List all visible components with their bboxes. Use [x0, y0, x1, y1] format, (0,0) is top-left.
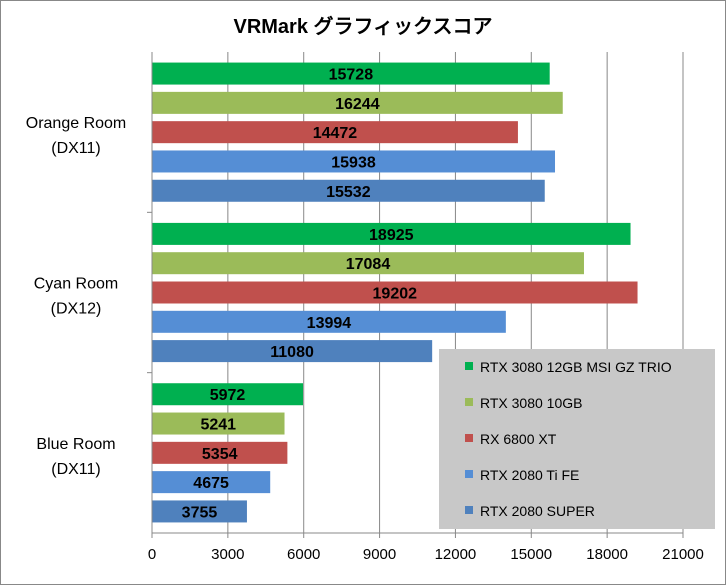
- bar: [152, 340, 433, 363]
- axes: 0 3000 6000 9000 12000 15000 18000 21000 Orange …: [26, 52, 704, 563]
- legend-entry: RTX 3080 10GB: [480, 395, 582, 411]
- bar: [152, 281, 638, 304]
- legend: RTX 3080 12GB MSI GZ TRIO RTX 3080 10GB RX…: [439, 349, 715, 529]
- category-label-line2: (DX11): [51, 461, 101, 478]
- bar: [152, 222, 631, 245]
- category-label-line2: (DX12): [51, 301, 102, 318]
- bar: [152, 383, 304, 406]
- chart-title: VRMark グラフィックスコア: [233, 14, 492, 38]
- bar-value-label: 15532: [326, 184, 371, 201]
- bar: [152, 500, 247, 523]
- legend-entry: RTX 2080 SUPER: [480, 503, 595, 519]
- x-tick-label: 12000: [435, 546, 477, 563]
- bar-value-label: 5972: [210, 387, 246, 404]
- legend-swatch: [465, 362, 473, 370]
- x-tick-label: 0: [148, 546, 156, 563]
- x-tick-label: 6000: [287, 546, 320, 563]
- bar-value-label: 4675: [193, 475, 229, 492]
- bar-value-label: 15938: [331, 154, 376, 171]
- category-label-line1: Cyan Room: [34, 276, 118, 293]
- bar: [152, 471, 271, 494]
- bar: [152, 62, 550, 85]
- legend-entry: RTX 3080 12GB MSI GZ TRIO: [480, 359, 672, 375]
- bar: [152, 179, 545, 202]
- legend-entry: RX 6800 XT: [480, 431, 557, 447]
- bar: [152, 91, 563, 114]
- bar-value-label: 15728: [329, 67, 374, 84]
- legend-swatch: [465, 470, 473, 478]
- x-tick-label: 9000: [363, 546, 396, 563]
- category-label-line1: Orange Room: [26, 115, 127, 132]
- legend-background: [439, 349, 715, 529]
- bar: [152, 121, 518, 144]
- x-tick-label: 21000: [662, 546, 704, 563]
- bar: [152, 412, 285, 435]
- bar-value-label: 13994: [307, 315, 352, 332]
- category-label-line1: Blue Room: [36, 436, 115, 453]
- bar: [152, 441, 288, 464]
- bar-value-label: 5241: [200, 417, 236, 434]
- bar-value-label: 11080: [270, 344, 314, 361]
- bar: [152, 150, 556, 173]
- bar: [152, 310, 506, 333]
- bar-value-label: 5354: [202, 446, 238, 463]
- bar: [152, 252, 584, 275]
- x-tick-label: 15000: [510, 546, 552, 563]
- bar-value-label: 14472: [313, 125, 358, 142]
- bar-value-label: 17084: [346, 256, 391, 273]
- legend-swatch: [465, 398, 473, 406]
- category-label-line2: (DX11): [51, 140, 101, 157]
- bar-value-label: 3755: [182, 504, 218, 521]
- legend-swatch: [465, 434, 473, 442]
- legend-entry: RTX 2080 Ti FE: [480, 467, 579, 483]
- bar-value-label: 16244: [335, 96, 380, 113]
- bar-value-label: 19202: [373, 286, 418, 303]
- bar-value-label: 18925: [369, 227, 414, 244]
- legend-swatch: [465, 506, 473, 514]
- bars: 15728 16244 14472 15938 15532 18925 17084 19202…: [152, 62, 638, 523]
- x-tick-label: 18000: [586, 546, 628, 563]
- x-tick-label: 3000: [211, 546, 244, 563]
